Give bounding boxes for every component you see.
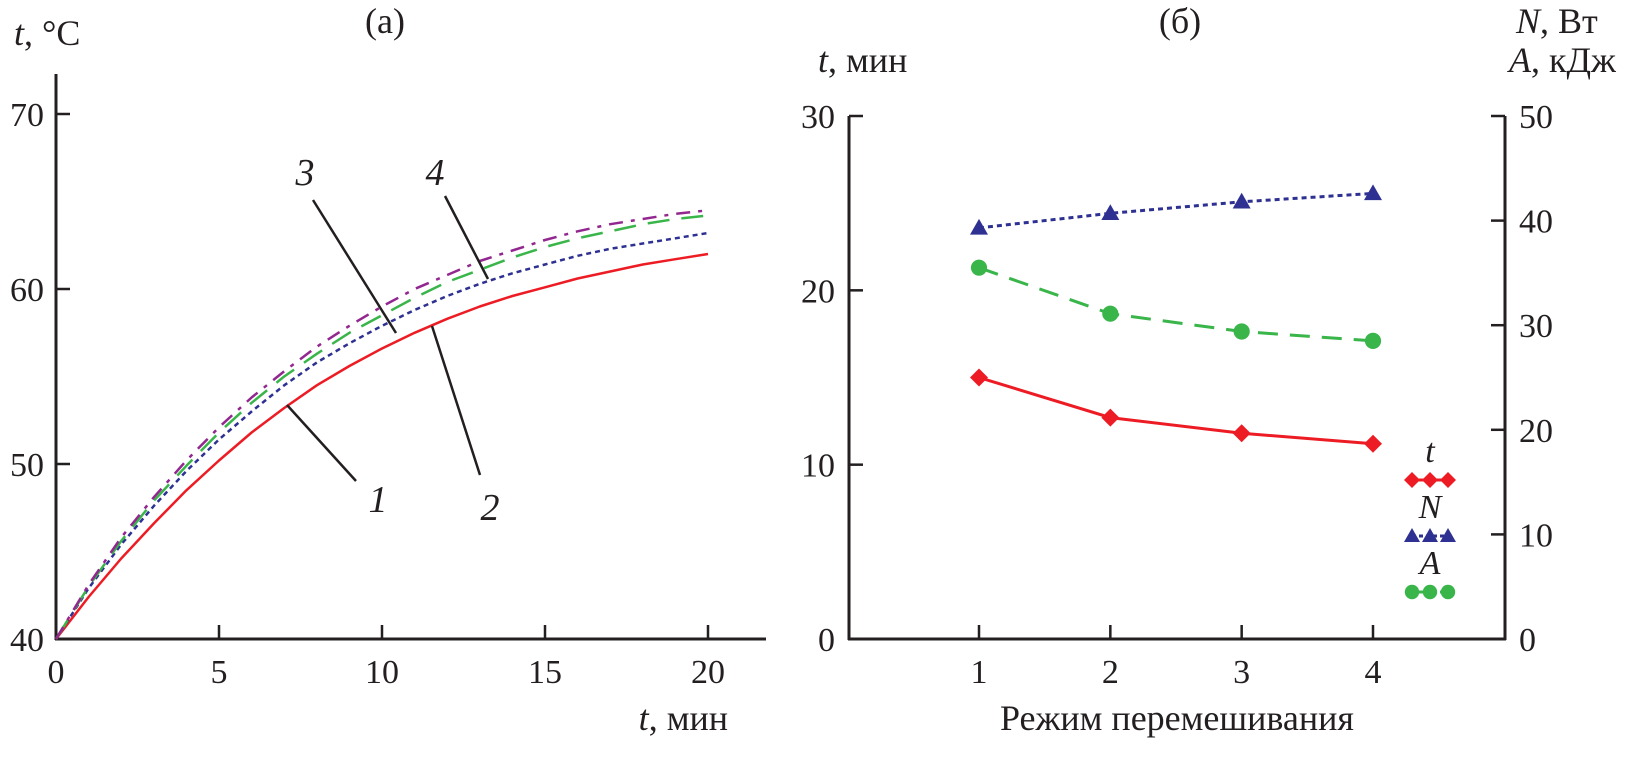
legend: tNA (1404, 433, 1456, 600)
data-point-N (970, 218, 988, 235)
data-point-N (1101, 204, 1120, 221)
panel-a-y-axis-var: t (14, 13, 25, 53)
legend-marker-N (1404, 528, 1420, 542)
panel-b-left-axis-unit: , мин (828, 40, 907, 80)
data-point-t (1232, 424, 1251, 443)
panel-b-x-tick-label: 1 (971, 654, 988, 691)
panel-a-y-tick-label: 60 (10, 272, 44, 309)
label-4-leader (443, 195, 490, 280)
legend-marker-N (1422, 528, 1438, 542)
panel-b-x-axis-title: Режим перемешивания (1000, 698, 1354, 738)
panel-a-y-tick-label: 70 (10, 97, 44, 134)
curve-label-3: 3 (295, 152, 315, 194)
data-point-t (1364, 434, 1382, 453)
panel-b-left-tick-label: 0 (818, 622, 835, 659)
legend-label-A: A (1418, 545, 1441, 582)
panel-a-y-tick-label: 50 (10, 447, 44, 484)
panel-a-label: (а) (365, 1, 405, 41)
label-2-leader (430, 325, 482, 476)
curve-label-1: 1 (369, 479, 388, 521)
panel-b-right-tick-label: 20 (1519, 413, 1553, 450)
panel-a-x-tick-label: 5 (211, 654, 228, 691)
panel-b-x-tick-label: 4 (1365, 654, 1382, 691)
panel-a-y-axis-title: t, °C (14, 13, 80, 53)
panel-b-left-axis-title: t, мин (818, 40, 907, 80)
series-line-4 (54, 209, 709, 640)
panel-b-right-axis-unit-a: , кДж (1531, 40, 1617, 80)
data-point-t (970, 368, 988, 387)
data-point-N (1364, 184, 1382, 201)
legend-marker-A (1440, 584, 1456, 600)
panel-b-right-tick-label: 0 (1519, 622, 1536, 659)
panel-b-x-tick-label: 2 (1102, 654, 1119, 691)
panel-b-right-axis-unit-n: , Вт (1540, 1, 1598, 41)
legend-marker-A (1404, 584, 1420, 600)
panel-b-label: (б) (1159, 1, 1201, 41)
panel-b-right-axis-var-a: A (1507, 40, 1532, 80)
panel-a-x-tick-label: 15 (528, 654, 562, 691)
panel-b-left-tick-label: 10 (801, 448, 835, 485)
curve-label-4: 4 (426, 152, 445, 194)
data-point-A (1102, 305, 1119, 322)
panel-b-x-tick-label: 3 (1233, 654, 1250, 691)
data-point-A (1233, 323, 1250, 340)
panel-a-x-axis-var: t (639, 698, 650, 738)
series-line-1 (55, 252, 709, 640)
panel-a-x-tick-label: 10 (365, 654, 399, 691)
data-point-t (1101, 408, 1120, 427)
panel-b-right-tick-label: 40 (1519, 204, 1553, 241)
panel-a-x-tick-label: 0 (48, 654, 65, 691)
data-point-A (970, 259, 988, 276)
panel-b-left-axis-var: t (818, 40, 829, 80)
panel-b-left-tick-label: 20 (801, 273, 835, 310)
legend-marker-t (1440, 472, 1456, 488)
series-line-N (978, 191, 1374, 230)
panel-b-right-tick-label: 10 (1519, 517, 1553, 554)
panel-a-y-axis-unit: , °C (24, 13, 80, 53)
series-line-t (978, 376, 1374, 446)
data-point-N (1232, 192, 1251, 209)
panel-b-left-tick-label: 30 (801, 99, 835, 136)
panel-a-y-tick-label: 40 (10, 622, 44, 659)
label-3-leader (311, 199, 398, 334)
panel-b-right-axis-title-a: A, кДж (1507, 40, 1617, 80)
panel-a-x-tick-label: 20 (691, 654, 725, 691)
legend-label-t: t (1425, 433, 1436, 470)
panel-a-x-axis-unit: , мин (649, 698, 728, 738)
label-1-leader (286, 404, 357, 482)
legend-marker-t (1404, 472, 1420, 488)
legend-marker-t (1422, 472, 1438, 488)
series-line-2 (54, 231, 709, 640)
panel-b-right-tick-label: 50 (1519, 99, 1553, 136)
panel-b: (б) t, мин N, Вт A, кДж Режим перемешива… (801, 1, 1617, 738)
panel-b-right-tick-label: 30 (1519, 308, 1553, 345)
data-point-A (1364, 332, 1382, 349)
series-line-3 (54, 214, 709, 640)
panel-b-right-axis-title-n: N, Вт (1515, 1, 1598, 41)
legend-marker-A (1422, 584, 1438, 600)
curve-label-2: 2 (481, 487, 500, 529)
series-line-A (978, 266, 1374, 343)
legend-label-N: N (1418, 489, 1444, 526)
panel-a-x-axis-title: t, мин (639, 698, 728, 738)
legend-marker-N (1440, 528, 1456, 542)
panel-b-right-axis-var-n: N (1515, 1, 1542, 41)
